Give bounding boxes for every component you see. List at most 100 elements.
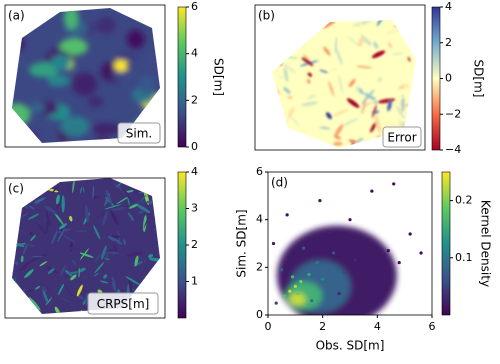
scatter-point bbox=[296, 291, 300, 296]
map-streak bbox=[125, 276, 141, 286]
map-streak bbox=[18, 196, 28, 205]
map-streak bbox=[384, 122, 399, 126]
colorbar-tick-label: 0 bbox=[445, 72, 452, 85]
map-streak bbox=[325, 5, 335, 12]
axes-frame bbox=[254, 4, 426, 151]
map-streak bbox=[412, 95, 416, 108]
map-streak bbox=[283, 87, 291, 94]
map-streak bbox=[61, 195, 65, 213]
map-blob bbox=[94, 134, 109, 143]
scatter-point bbox=[280, 268, 284, 272]
map-streak bbox=[352, 20, 372, 27]
map-streak bbox=[38, 223, 46, 234]
map-blob bbox=[143, 55, 160, 68]
scatter-point bbox=[315, 260, 319, 265]
map-streak bbox=[79, 186, 83, 194]
map-streak bbox=[280, 2, 293, 13]
map-streak bbox=[283, 0, 297, 12]
scatter-area bbox=[268, 172, 432, 315]
map-streak bbox=[155, 228, 160, 232]
map-streak bbox=[330, 68, 338, 71]
map-streak bbox=[256, 109, 264, 119]
map-streak bbox=[57, 283, 65, 296]
map-streak bbox=[12, 310, 13, 314]
map-streak bbox=[391, 52, 404, 56]
map-blob bbox=[126, 29, 145, 50]
map-streak bbox=[113, 240, 118, 244]
map-blob bbox=[113, 52, 139, 61]
map-streak bbox=[113, 225, 125, 236]
map-streak bbox=[134, 255, 139, 267]
map-streak bbox=[338, 74, 344, 94]
map-streak bbox=[283, 67, 289, 83]
map-streak bbox=[105, 189, 113, 206]
map-streak bbox=[314, 66, 318, 81]
scatter-point bbox=[397, 260, 401, 265]
map-streak bbox=[287, 31, 302, 36]
map-streak bbox=[104, 204, 122, 210]
map-streak bbox=[116, 195, 131, 205]
map-streak bbox=[370, 121, 378, 133]
colorbar-tick-label: 0.1 bbox=[455, 251, 473, 264]
map-streak bbox=[110, 206, 127, 211]
map-streak bbox=[47, 178, 50, 190]
map-blob bbox=[12, 35, 25, 52]
map-streak bbox=[272, 47, 282, 59]
map-streak bbox=[93, 253, 102, 263]
map-streak bbox=[70, 274, 77, 281]
map-streak bbox=[138, 185, 147, 189]
map-streak bbox=[388, 42, 393, 49]
map-streak bbox=[249, 101, 268, 111]
map-streak bbox=[148, 257, 160, 262]
colorbar-label: SD[m] bbox=[472, 60, 486, 98]
map-streak bbox=[57, 228, 65, 242]
map-streak bbox=[254, 85, 267, 97]
map-blob bbox=[29, 101, 46, 114]
map-streak bbox=[323, 46, 331, 56]
map-streak bbox=[261, 109, 267, 119]
y-tick-label: 6 bbox=[256, 165, 263, 178]
legend-box bbox=[382, 126, 422, 148]
map-streak bbox=[76, 284, 83, 297]
scatter-point bbox=[392, 182, 396, 186]
map-streak bbox=[69, 215, 73, 222]
map-blob bbox=[16, 125, 29, 143]
scatter-point bbox=[353, 258, 358, 262]
map-streak bbox=[301, 101, 319, 107]
map-streak bbox=[93, 225, 101, 240]
map-streak bbox=[325, 112, 332, 120]
map-streak bbox=[68, 247, 81, 250]
map-streak bbox=[14, 216, 19, 227]
x-tick-label: 4 bbox=[374, 320, 381, 333]
map-streak bbox=[256, 124, 264, 129]
map-streak bbox=[272, 129, 275, 148]
colorbar-tick-label: 4 bbox=[191, 165, 198, 178]
map-streak bbox=[107, 236, 123, 245]
y-axis-label: Sim. SD[m] bbox=[235, 209, 249, 277]
map-streak bbox=[377, 98, 396, 104]
map-streak bbox=[421, 66, 424, 73]
map-streak bbox=[388, 20, 400, 22]
map-streak bbox=[15, 242, 25, 248]
map-streak bbox=[29, 232, 34, 237]
map-streak bbox=[403, 6, 415, 20]
map-blob bbox=[141, 8, 160, 20]
map-streak bbox=[279, 75, 284, 80]
scatter-point bbox=[419, 251, 423, 255]
scatter-point bbox=[364, 239, 368, 243]
scatter-point bbox=[293, 284, 297, 288]
map-streak bbox=[13, 210, 17, 225]
map-streak bbox=[282, 63, 297, 74]
map-streak bbox=[126, 251, 144, 257]
map-streak bbox=[376, 20, 386, 27]
map-streak bbox=[71, 260, 77, 265]
colorbar bbox=[177, 171, 187, 319]
map-streak bbox=[262, 105, 269, 115]
map-streak bbox=[359, 20, 362, 29]
map-streak bbox=[328, 80, 335, 97]
colorbar-tick-label: 4 bbox=[191, 47, 198, 60]
map-streak bbox=[412, 82, 416, 93]
scatter-point bbox=[386, 249, 390, 253]
map-streak bbox=[307, 78, 311, 84]
map-streak bbox=[97, 192, 106, 197]
